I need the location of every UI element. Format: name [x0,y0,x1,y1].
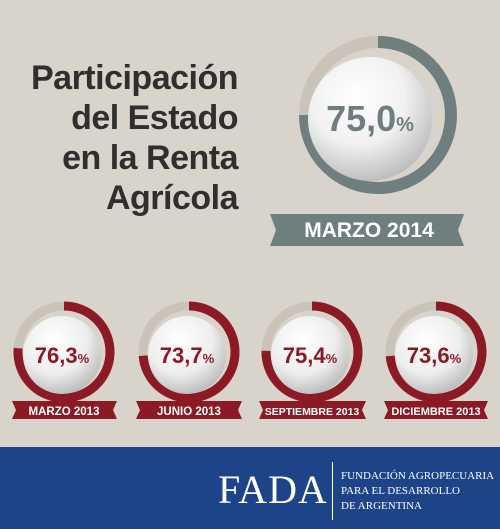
foundation-name-line: PARA EL DESARROLLO [341,485,460,497]
main-ribbon-shape [270,214,464,246]
date-ribbon [12,401,117,419]
gauge-date: SEPTIEMBRE 2013 [265,406,360,418]
gauge-value-pct: % [450,351,462,366]
gauge-value: 75,4% [283,343,338,368]
gauge-december-2013: 73,6% DICIEMBRE 2013 [384,301,488,419]
gauge-value-number: 76,3 [35,343,78,368]
ring-arc [13,301,115,403]
gauge-value-number: 73,7 [160,343,203,368]
gauge-value-pct: % [78,351,90,366]
ring-arc [138,301,240,403]
foundation-name: FUNDACIÓN AGROPECUARIA PARA EL DESARROLL… [341,469,494,514]
title-line: del Estado [71,99,238,137]
gauge-ball [148,316,226,394]
foundation-name-line: DE ARGENTINA [341,500,422,512]
date-ribbon [136,401,242,419]
gauge-march-2013: 76,3% MARZO 2013 [12,301,117,419]
footer-band [0,447,500,529]
gauge-ball [271,316,349,394]
gauge-value: 73,6% [407,343,462,368]
main-value-pct: % [396,114,414,136]
gauge-value: 76,3% [35,343,90,368]
title-line: en la Renta [62,139,238,177]
gauge-value-number: 75,4 [283,343,327,368]
gauge-ball [23,316,101,394]
main-ball [308,57,432,181]
gauge-date: MARZO 2013 [29,406,100,418]
main-date: MARZO 2014 [304,219,434,242]
main-ring-arc [299,36,457,194]
gauge-value-pct: % [203,351,215,366]
gauge-september-2013: 75,4% SEPTIEMBRE 2013 [259,301,366,419]
foundation-name-line: FUNDACIÓN AGROPECUARIA [341,470,495,482]
main-value: 75,0% [326,98,414,139]
main-gauge: 75,0% MARZO 2014 [270,36,464,246]
title-line: Agrícola [105,179,239,217]
gauge-value-number: 73,6 [407,343,450,368]
gauge-june-2013: 73,7% JUNIO 2013 [136,301,242,419]
date-ribbon [259,401,366,419]
infographic-title: Participación del Estado en la Renta Agr… [30,58,239,218]
ring-arc [385,301,487,403]
main-value-number: 75,0 [326,98,396,139]
main-date-ribbon: MARZO 2014 [270,214,464,246]
gauge-ball [395,316,473,394]
gauge-value: 73,7% [160,343,215,368]
fada-logo: FADA [218,467,328,512]
gauge-value-pct: % [326,351,338,366]
date-ribbon [384,401,488,419]
gauge-date: JUNIO 2013 [157,406,221,418]
gauge-date: DICIEMBRE 2013 [391,406,480,418]
logo-divider [332,462,333,520]
title-line: Participación [30,59,239,97]
ring-arc [261,301,363,403]
